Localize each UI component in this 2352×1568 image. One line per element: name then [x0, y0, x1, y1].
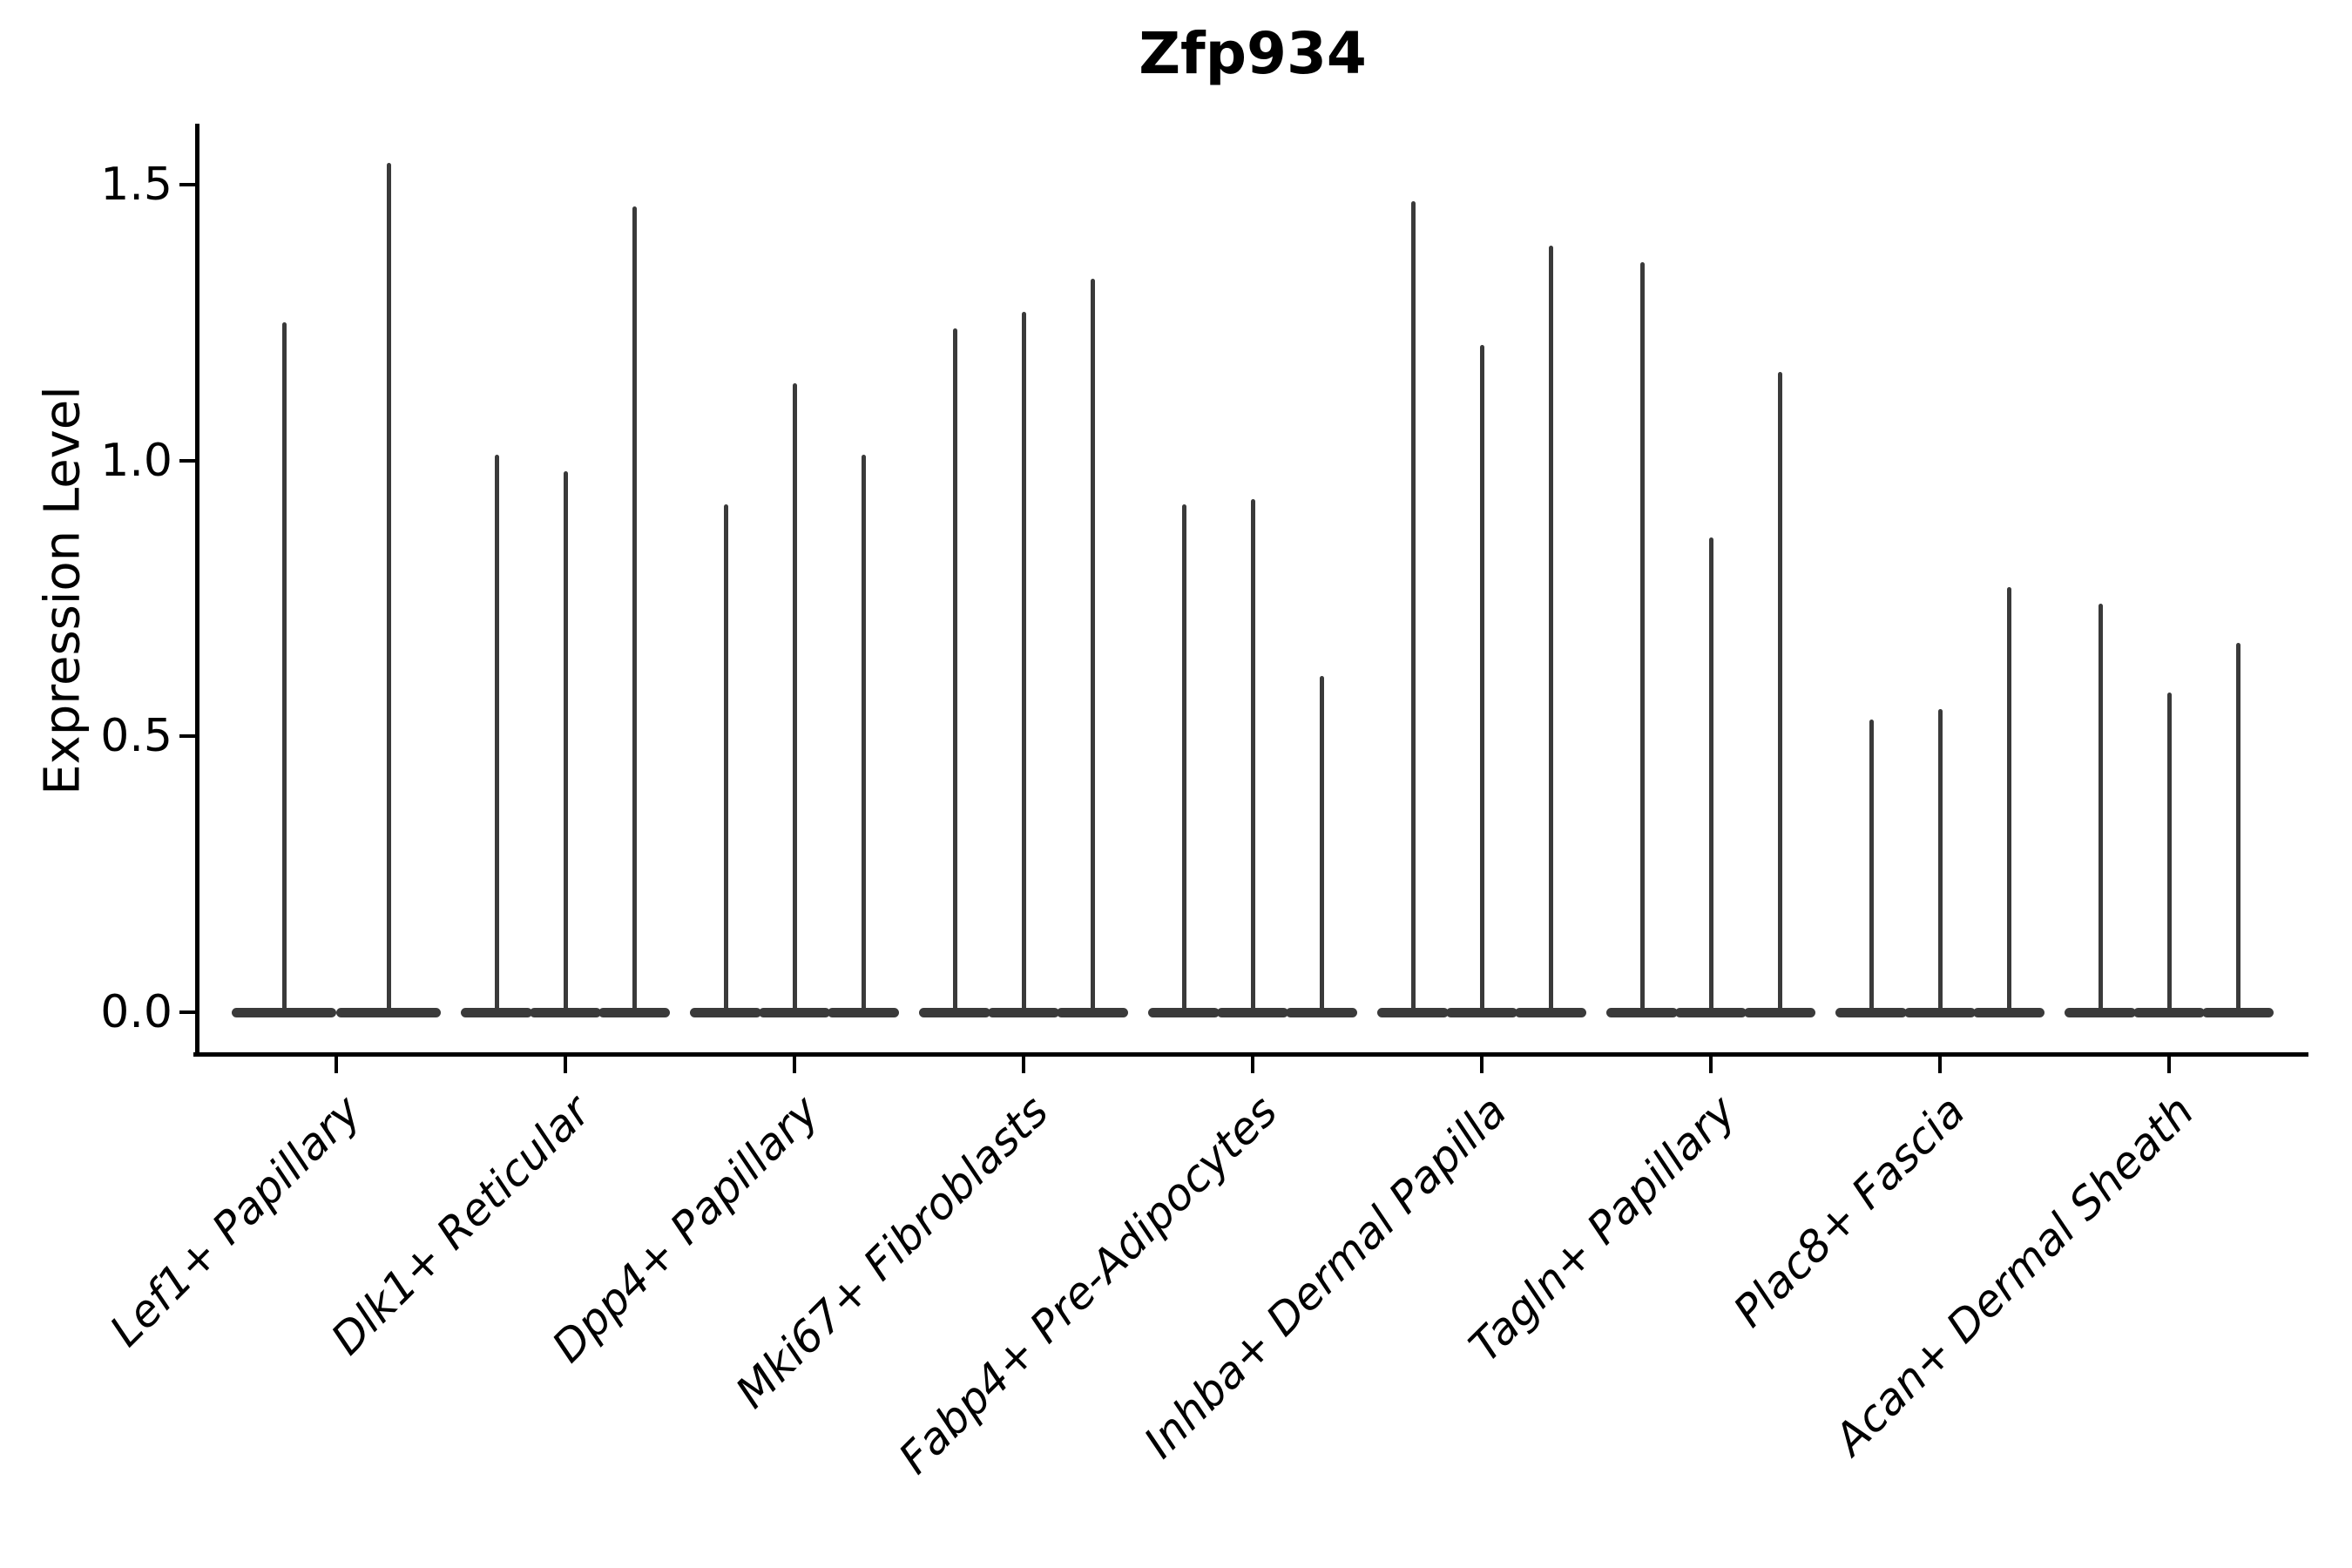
- y-tick-mark: [179, 1010, 196, 1014]
- violin-base: [2202, 1007, 2274, 1017]
- violin-base: [828, 1007, 899, 1017]
- y-tick-label: 0.0: [100, 986, 172, 1038]
- x-tick-label: Lef1+ Papillary: [100, 1085, 371, 1356]
- violin-base: [1675, 1007, 1747, 1017]
- y-axis-spine: [195, 124, 199, 1057]
- violin-base: [232, 1007, 336, 1017]
- violin-spike: [386, 162, 391, 1012]
- violin-spike: [1548, 245, 1553, 1012]
- violin-spike: [1181, 504, 1186, 1012]
- x-tick-mark: [793, 1057, 796, 1073]
- x-tick-mark: [564, 1057, 567, 1073]
- violin-base: [1217, 1007, 1288, 1017]
- y-tick-label: 1.0: [100, 434, 172, 487]
- y-tick-mark: [179, 183, 196, 186]
- violin-base: [1515, 1007, 1586, 1017]
- x-tick-mark: [1022, 1057, 1025, 1073]
- violin-spike: [1090, 278, 1095, 1012]
- violin-spike: [1479, 344, 1484, 1012]
- violin-spike: [494, 455, 499, 1012]
- violin-spike: [1777, 372, 1782, 1012]
- violin-spike: [2166, 692, 2172, 1012]
- x-tick-label: Fabp4+ Pre-Adipocytes: [889, 1085, 1288, 1484]
- violin-spike: [792, 383, 797, 1012]
- violin-base: [988, 1007, 1059, 1017]
- violin-spike: [563, 471, 568, 1012]
- violin-spike: [1410, 201, 1416, 1012]
- y-tick-mark: [179, 458, 196, 463]
- violin-base: [1057, 1007, 1128, 1017]
- violin-spike: [1937, 708, 1943, 1012]
- violin-base: [1148, 1007, 1220, 1017]
- violin-spike: [2098, 604, 2103, 1012]
- violin-base: [1606, 1007, 1678, 1017]
- violin-base: [919, 1007, 990, 1017]
- violin-base: [1904, 1007, 1976, 1017]
- violin-base: [1744, 1007, 1815, 1017]
- violin-spike: [281, 322, 287, 1012]
- y-tick-label: 0.5: [100, 710, 172, 763]
- violin-base: [690, 1007, 761, 1017]
- y-tick-mark: [179, 734, 196, 739]
- violin-base: [530, 1007, 601, 1017]
- violin-base: [1286, 1007, 1357, 1017]
- violin-base: [1446, 1007, 1517, 1017]
- violin-spike: [1021, 311, 1026, 1012]
- plot-title: Zfp934: [1139, 20, 1367, 87]
- violin-base: [1377, 1007, 1449, 1017]
- x-tick-mark: [1251, 1057, 1254, 1073]
- violin-base: [1973, 1007, 2044, 1017]
- y-tick-label: 1.5: [100, 159, 172, 211]
- violin-base: [336, 1007, 441, 1017]
- violin-base: [461, 1007, 532, 1017]
- violin-spike: [1708, 537, 1713, 1012]
- violin-spike: [861, 455, 866, 1012]
- violin-spike: [2006, 587, 2011, 1012]
- violin-spike: [2235, 642, 2240, 1012]
- x-tick-mark: [335, 1057, 338, 1073]
- violin-spike: [632, 206, 637, 1012]
- violin-base: [598, 1007, 670, 1017]
- x-tick-mark: [1938, 1057, 1942, 1073]
- violin-base: [759, 1007, 830, 1017]
- violin-base: [2065, 1007, 2136, 1017]
- x-tick-label: Plac8+ Fascia: [1723, 1085, 1975, 1337]
- x-axis-spine: [193, 1052, 2308, 1057]
- violin-spike: [1869, 720, 1874, 1012]
- violin-spike: [1319, 675, 1324, 1012]
- x-tick-mark: [1709, 1057, 1713, 1073]
- violin-base: [1835, 1007, 1907, 1017]
- violin-spike: [952, 328, 957, 1012]
- violin-base: [2133, 1007, 2205, 1017]
- x-tick-mark: [2167, 1057, 2171, 1073]
- x-tick-mark: [1480, 1057, 1484, 1073]
- violin-spike: [1639, 261, 1645, 1012]
- violin-spike: [723, 504, 728, 1012]
- violin-spike: [1250, 499, 1255, 1012]
